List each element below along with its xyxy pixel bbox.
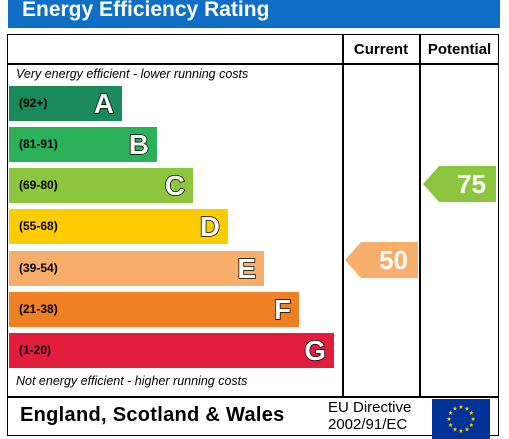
band-letter: F xyxy=(273,293,292,326)
potential-column-header: Potential xyxy=(427,41,492,58)
eu-flag-icon xyxy=(432,399,490,439)
potential-rating-value: 75 xyxy=(457,169,486,199)
band-g: (1-20) G xyxy=(9,333,334,368)
band-letter: C xyxy=(164,169,186,202)
band-range: (21-38) xyxy=(19,302,58,316)
band-range: (1-20) xyxy=(19,343,52,357)
current-rating-arrow: 50 xyxy=(345,242,418,278)
inefficient-note: Not energy efficient - higher running co… xyxy=(16,374,248,388)
column-divider-current xyxy=(342,34,344,398)
eu-star-icon xyxy=(458,404,464,409)
potential-rating-arrow: 75 xyxy=(423,166,496,202)
band-range: (92+) xyxy=(19,96,48,110)
band-range: (69-80) xyxy=(19,178,58,192)
band-e: (39-54) E xyxy=(9,251,264,286)
eu-star-icon xyxy=(452,406,458,411)
current-column-header: Current xyxy=(353,41,409,58)
eu-directive: EU Directive 2002/91/EC xyxy=(328,399,428,433)
band-a: (92+) A xyxy=(9,86,122,121)
band-letter: E xyxy=(237,252,257,285)
column-divider-potential xyxy=(419,34,421,398)
eu-star-icon xyxy=(448,410,453,415)
current-rating-value: 50 xyxy=(379,245,408,275)
page-title: Energy Efficiency Rating xyxy=(8,0,500,28)
band-d: (55-68) D xyxy=(9,209,228,244)
band-f: (21-38) F xyxy=(9,292,299,327)
band-c: (69-80) C xyxy=(9,168,193,203)
band-letter: A xyxy=(93,87,115,120)
header-divider xyxy=(7,63,499,65)
eu-star-icon xyxy=(470,416,476,421)
band-b: (81-91) B xyxy=(9,127,157,162)
efficient-note: Very energy efficient - lower running co… xyxy=(16,67,249,81)
eu-directive-number: 2002/91/EC xyxy=(328,416,408,433)
rating-chart-frame xyxy=(7,34,499,398)
eu-star-icon xyxy=(452,426,458,432)
band-letter: G xyxy=(303,334,326,367)
eu-star-icon xyxy=(464,426,470,432)
page-title-text: Energy Efficiency Rating xyxy=(22,0,270,21)
eu-star-icon xyxy=(448,422,453,427)
band-range: (55-68) xyxy=(19,219,58,233)
band-letter: B xyxy=(128,128,150,161)
eu-star-icon xyxy=(469,422,474,427)
eu-star-icon xyxy=(464,406,470,411)
eu-star-icon xyxy=(446,416,452,421)
footer-region: England, Scotland & Wales xyxy=(20,404,285,426)
band-range: (39-54) xyxy=(19,261,58,275)
eu-star-icon xyxy=(469,410,474,415)
band-letter: D xyxy=(199,210,221,243)
eu-directive-title: EU Directive xyxy=(328,399,412,416)
band-range: (81-91) xyxy=(19,137,58,151)
